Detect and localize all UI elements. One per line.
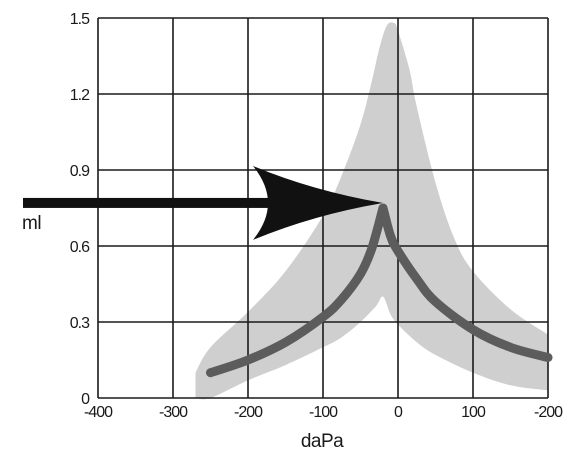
x-tick-label: -400 [84, 404, 113, 421]
x-tick-label: 0 [394, 404, 403, 421]
arrow-head [253, 165, 383, 240]
y-axis-title: ml [22, 213, 41, 234]
normal-range-area [195, 22, 548, 400]
compliance-curve [206, 203, 553, 378]
x-tick-label: -300 [159, 404, 188, 421]
y-tick-label: 0 [81, 391, 90, 408]
y-tick-labels: 0 0.3 0.6 0.9 1.2 1.5 [70, 11, 91, 408]
y-tick-label: 1.2 [70, 87, 90, 104]
x-tick-labels: -400 -300 -200 -100 0 100 -200 [84, 404, 564, 421]
y-tick-label: 0.9 [70, 163, 90, 180]
y-tick-label: 0.3 [70, 315, 90, 332]
x-tick-label: 100 [461, 404, 486, 421]
pointer-arrow [23, 165, 383, 240]
y-tick-label: 1.5 [70, 11, 90, 28]
x-tick-label: -200 [534, 404, 563, 421]
y-tick-label: 0.6 [70, 239, 90, 256]
x-tick-label: -200 [234, 404, 263, 421]
x-axis-title: daPa [301, 431, 344, 452]
arrow-shaft [23, 197, 313, 208]
x-tick-label: -100 [309, 404, 338, 421]
